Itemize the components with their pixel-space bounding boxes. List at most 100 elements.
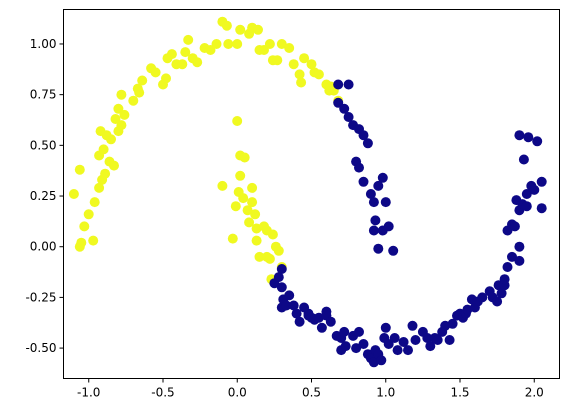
data-point — [238, 193, 249, 204]
data-point — [354, 326, 364, 337]
data-point — [251, 235, 262, 246]
y-tick-label: 0.00 — [30, 240, 57, 254]
data-point — [365, 189, 376, 199]
data-point — [291, 308, 302, 319]
data-point — [288, 59, 299, 70]
data-point — [192, 57, 203, 68]
data-point — [368, 197, 379, 208]
data-point — [116, 89, 127, 100]
data-point — [247, 197, 258, 208]
data-point — [284, 43, 295, 53]
data-point — [273, 272, 284, 283]
data-point — [529, 184, 540, 195]
data-point — [368, 225, 379, 236]
data-point — [339, 326, 350, 337]
data-point — [150, 67, 161, 78]
data-point — [109, 160, 119, 171]
data-point — [230, 201, 241, 212]
data-point — [325, 316, 336, 327]
data-point — [119, 109, 130, 120]
data-point — [74, 241, 85, 252]
data-point — [380, 322, 391, 333]
data-point — [333, 79, 344, 90]
data-point — [211, 39, 222, 49]
data-point — [313, 69, 324, 80]
x-tick-label: 0.0 — [228, 386, 247, 400]
data-point — [377, 172, 388, 183]
x-tick-label: 2.0 — [525, 386, 544, 400]
data-point — [134, 87, 145, 98]
data-point — [499, 274, 510, 285]
data-point — [518, 154, 529, 165]
data-point — [521, 189, 532, 199]
data-point — [388, 245, 399, 256]
data-point — [98, 144, 109, 155]
data-point — [536, 176, 547, 187]
data-point — [161, 73, 171, 84]
data-point — [407, 320, 418, 331]
x-tick-label: -0.5 — [151, 386, 174, 400]
x-tick-label: 1.0 — [376, 386, 395, 400]
data-point — [264, 39, 275, 49]
data-point — [514, 255, 525, 266]
data-point — [272, 55, 283, 66]
data-point — [358, 176, 369, 187]
data-point — [422, 333, 433, 343]
data-point — [410, 335, 421, 345]
data-point — [239, 152, 250, 163]
data-point — [276, 39, 287, 49]
data-point — [447, 318, 458, 329]
data-point — [299, 53, 310, 64]
data-point — [217, 180, 228, 191]
data-point — [343, 112, 354, 122]
data-point — [232, 116, 243, 126]
data-point — [242, 205, 253, 216]
data-point — [294, 69, 305, 80]
data-point — [89, 197, 100, 208]
data-point — [235, 170, 246, 181]
data-point — [273, 245, 284, 256]
x-tick-label: 1.5 — [450, 386, 469, 400]
data-point — [340, 341, 351, 352]
data-point — [313, 312, 324, 323]
data-point — [232, 39, 243, 49]
data-point — [509, 221, 520, 232]
data-point — [276, 264, 287, 274]
data-point — [88, 235, 99, 246]
data-point — [250, 209, 261, 220]
data-point — [83, 209, 94, 220]
data-point — [536, 203, 547, 214]
data-point — [373, 180, 384, 191]
data-point — [432, 335, 443, 345]
data-point — [444, 335, 455, 345]
data-point — [247, 182, 258, 193]
data-point — [177, 59, 188, 70]
data-point — [358, 339, 369, 349]
data-point — [389, 333, 400, 343]
data-point — [373, 243, 384, 254]
data-point — [113, 103, 124, 114]
data-point — [514, 241, 525, 252]
data-point — [79, 221, 90, 232]
data-point — [281, 300, 292, 311]
data-point — [74, 164, 85, 175]
data-point — [532, 136, 543, 147]
data-point — [254, 251, 265, 262]
data-point — [339, 103, 350, 114]
data-point — [235, 24, 246, 35]
data-point — [316, 322, 327, 333]
x-tick-label: -1.0 — [77, 386, 100, 400]
data-point — [492, 296, 503, 307]
data-point — [116, 120, 127, 131]
data-point — [383, 221, 394, 232]
data-point — [514, 130, 525, 141]
data-point — [343, 79, 354, 90]
data-point — [358, 130, 369, 141]
data-point — [523, 132, 534, 143]
data-point — [354, 162, 364, 173]
data-point — [496, 288, 507, 299]
data-point — [376, 355, 387, 366]
x-tick-label: 0.5 — [302, 386, 321, 400]
data-point — [68, 189, 79, 199]
